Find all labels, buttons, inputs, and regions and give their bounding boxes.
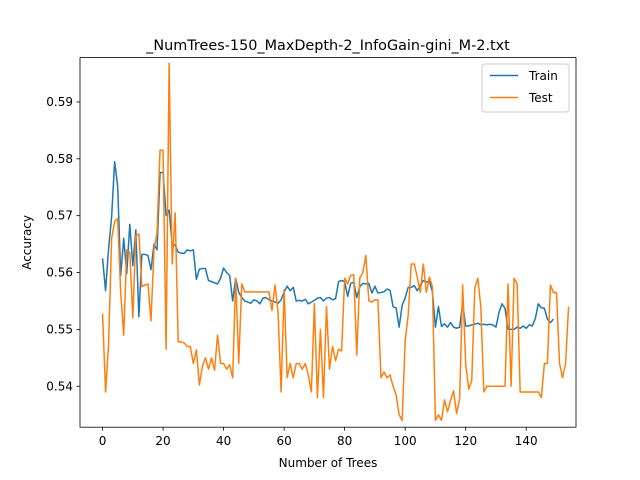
y-axis-label: Accuracy: [20, 215, 34, 270]
x-tick-label: 100: [394, 434, 417, 448]
legend-label-test: Test: [528, 91, 553, 105]
y-tick-label: 0.54: [46, 379, 73, 393]
x-tick-label: 40: [216, 434, 231, 448]
y-tick-label: 0.55: [46, 322, 73, 336]
y-axis: 0.54 0.55 0.56 0.57 0.58 0.59: [46, 95, 80, 393]
y-tick-label: 0.56: [46, 266, 73, 280]
x-tick-label: 80: [337, 434, 352, 448]
chart-title: _NumTrees-150_MaxDepth-2_InfoGain-gini_M…: [145, 38, 510, 54]
x-tick-label: 60: [276, 434, 291, 448]
y-tick-label: 0.59: [46, 95, 73, 109]
series-line-test: [101, 62, 570, 422]
y-tick-label: 0.57: [46, 209, 73, 223]
x-tick-label: 0: [99, 434, 107, 448]
legend-label-train: Train: [528, 69, 558, 83]
x-tick-label: 140: [515, 434, 538, 448]
x-tick-label: 20: [155, 434, 170, 448]
plot-area: [79, 57, 577, 428]
x-axis: 0 20 40 60 80 100 120 140: [99, 427, 538, 448]
x-axis-label: Number of Trees: [279, 456, 378, 470]
series-line-train: [101, 160, 555, 331]
legend: Train Test: [481, 63, 570, 113]
axes-frame: [79, 57, 577, 428]
y-tick-label: 0.58: [46, 152, 73, 166]
x-tick-label: 120: [454, 434, 477, 448]
